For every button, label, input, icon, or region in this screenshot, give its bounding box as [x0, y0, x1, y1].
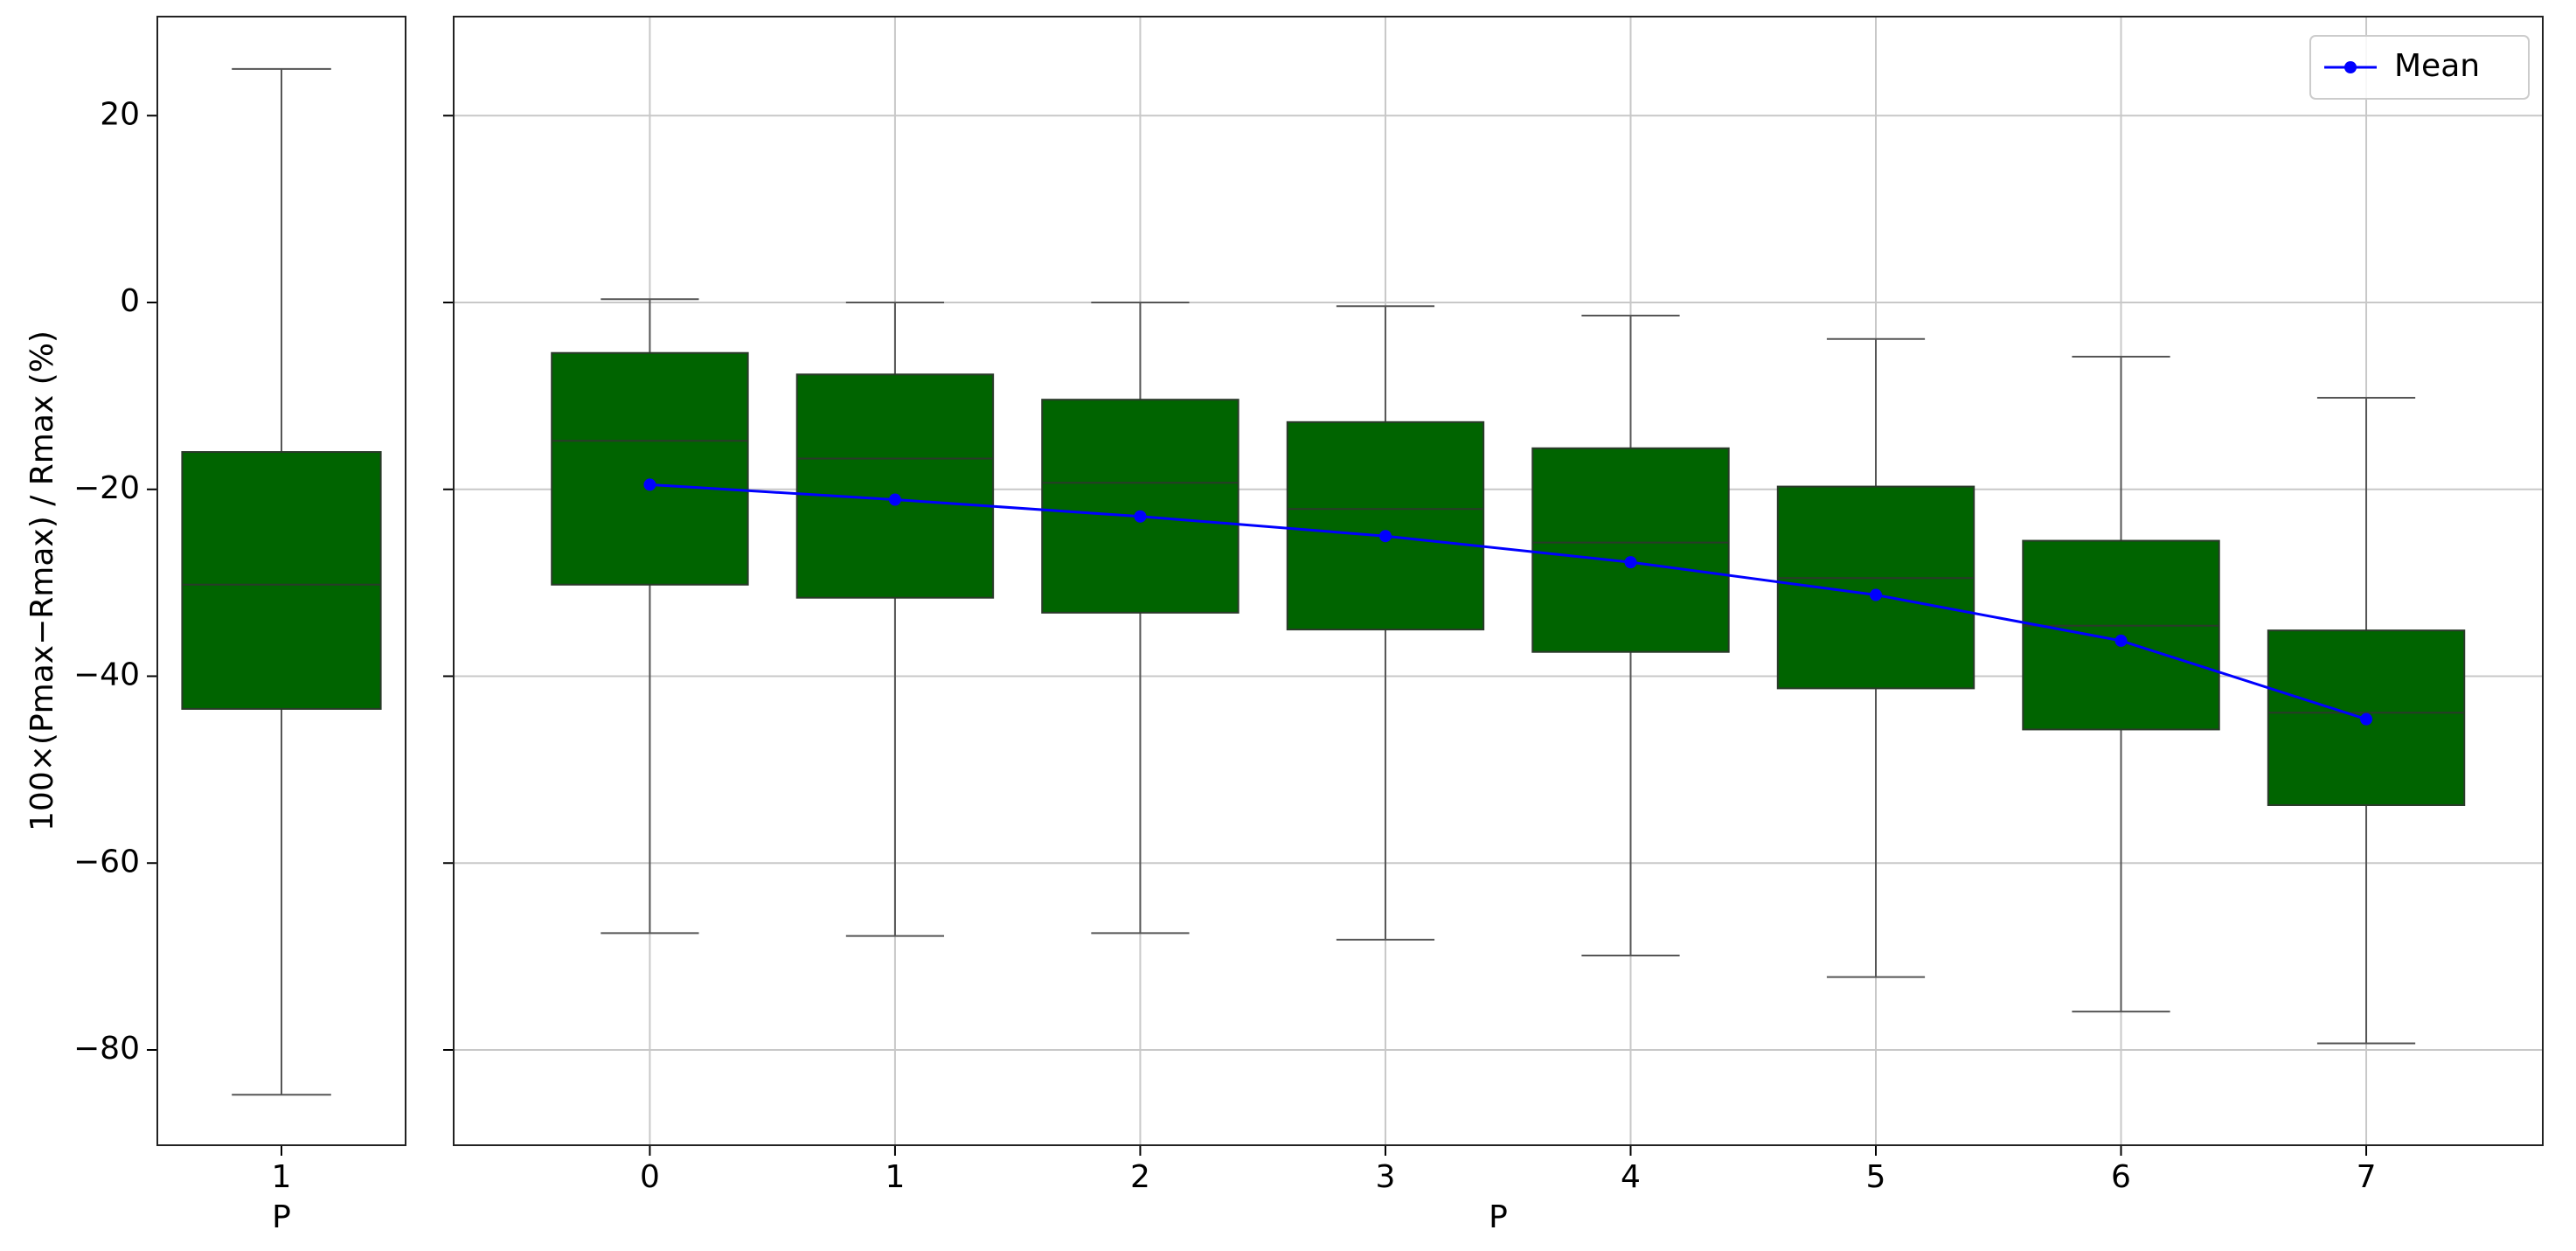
y-tick-label: 20 [100, 96, 140, 132]
x-axis-label: P [1489, 1199, 1508, 1235]
box [181, 451, 382, 710]
y-tick-label: −60 [73, 844, 140, 879]
y-tick-label: −80 [73, 1031, 140, 1067]
mean-line [649, 483, 2367, 721]
x-tick-label: 0 [640, 1159, 660, 1195]
box [1531, 447, 1730, 653]
x-tick-label: 6 [2111, 1159, 2131, 1195]
box [1776, 485, 1975, 690]
mean-point [2114, 634, 2128, 647]
y-tick-label: −20 [73, 470, 140, 506]
x-tick-label: 3 [1376, 1159, 1396, 1195]
mean-point [2360, 712, 2373, 726]
y-tick-label: −40 [73, 657, 140, 693]
mean-point [888, 493, 901, 506]
x-tick-label: 7 [2357, 1159, 2377, 1195]
legend-frame [2309, 35, 2530, 100]
x-axis-label: P [272, 1199, 291, 1235]
mean-point [643, 478, 656, 491]
legend-marker [2344, 61, 2357, 73]
y-tick-label: 0 [120, 283, 140, 319]
x-tick-label: 1 [272, 1159, 292, 1195]
x-tick-label: 2 [1130, 1159, 1150, 1195]
axes-frame [453, 16, 2544, 1146]
y-axis-label: 100×(Pmax−Rmax) / Rmax (%) [24, 330, 60, 831]
x-tick-label: 5 [1866, 1159, 1886, 1195]
mean-point [1134, 510, 1147, 523]
mean-point [1624, 556, 1637, 569]
box [551, 351, 749, 586]
x-tick-label: 4 [1621, 1159, 1641, 1195]
box [1286, 420, 1485, 631]
legend-label: Mean [2394, 48, 2480, 84]
box [795, 373, 995, 599]
axes-frame [156, 16, 406, 1146]
box [1041, 399, 1239, 614]
mean-point [1869, 588, 1882, 601]
x-tick-label: 1 [885, 1159, 905, 1195]
mean-point [1378, 530, 1392, 543]
